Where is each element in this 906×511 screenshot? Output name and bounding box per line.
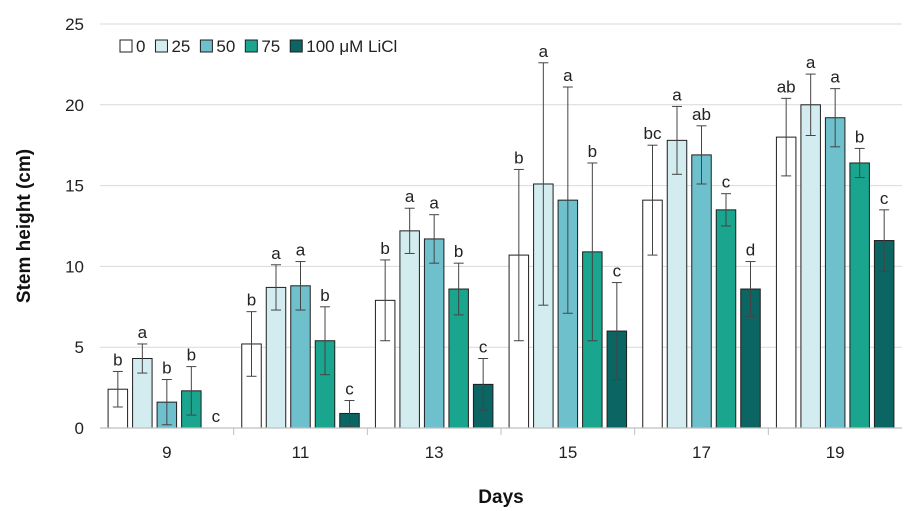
y-tick-label: 15 <box>65 177 84 196</box>
legend-swatch <box>154 39 168 53</box>
bar <box>691 154 712 429</box>
significance-letter: a <box>296 241 306 260</box>
y-tick-label: 5 <box>75 338 84 357</box>
significance-letter: b <box>588 142 597 161</box>
x-axis <box>100 427 902 435</box>
x-tick-label: 13 <box>425 443 444 462</box>
legend-swatch <box>289 39 303 53</box>
significance-letter: d <box>746 241 755 260</box>
significance-letter: a <box>830 68 840 87</box>
bar <box>800 104 821 429</box>
significance-letter: b <box>187 346 196 365</box>
significance-letter: ab <box>692 105 711 124</box>
significance-letter: a <box>138 323 148 342</box>
significance-letter: a <box>405 187 415 206</box>
x-axis-title: Days <box>478 487 523 508</box>
significance-letter: b <box>380 239 389 258</box>
y-axis-ticks: 0 5 10 15 20 25 <box>65 15 84 438</box>
y-tick-label: 10 <box>65 257 84 276</box>
legend-swatch <box>119 39 133 53</box>
bar <box>824 117 846 429</box>
bar <box>715 209 737 429</box>
significance-letter: a <box>271 244 281 263</box>
significance-letter: b <box>247 291 256 310</box>
x-tick-label: 19 <box>826 443 845 462</box>
significance-letter: b <box>113 350 122 369</box>
x-axis-ticks: 9 11 13 15 17 19 <box>162 443 845 462</box>
bar <box>849 162 870 429</box>
legend-label: 50 <box>216 37 235 56</box>
significance-letter: a <box>563 66 573 85</box>
x-tick-label: 9 <box>162 443 171 462</box>
legend-label: 25 <box>171 37 190 56</box>
legend-swatch <box>244 39 258 53</box>
significance-letter: c <box>722 173 731 192</box>
y-tick-label: 20 <box>65 96 84 115</box>
significance-letter: b <box>320 286 329 305</box>
significance-letter: b <box>855 127 864 146</box>
significance-letter: c <box>345 380 354 399</box>
significance-letter: bc <box>644 124 662 143</box>
bar <box>423 238 445 429</box>
y-axis-title: Stem height (cm) <box>14 149 35 303</box>
x-tick-label: 11 <box>292 443 310 462</box>
significance-letter: a <box>539 42 549 61</box>
significance-letter: b <box>162 359 171 378</box>
significance-letter: a <box>672 85 682 104</box>
significance-letter: a <box>429 194 439 213</box>
bar <box>666 139 688 429</box>
y-tick-label: 25 <box>65 15 84 34</box>
significance-letter: c <box>880 189 889 208</box>
bar <box>775 136 797 429</box>
legend-label: 0 <box>136 37 145 56</box>
significance-letter: ab <box>777 77 796 96</box>
legend-label: 100 μM LiCl <box>306 37 397 56</box>
significance-letter: c <box>479 338 488 357</box>
x-tick-label: 15 <box>558 443 577 462</box>
legend-label: 75 <box>261 37 280 56</box>
y-tick-label: 0 <box>75 419 84 438</box>
significance-letter: a <box>806 53 816 72</box>
significance-letter: b <box>514 148 523 167</box>
legend: 0 25 50 75 100 μM LiCl <box>119 37 397 56</box>
gridlines <box>100 23 902 348</box>
x-tick-label: 17 <box>692 443 711 462</box>
significance-letter: c <box>212 407 221 426</box>
significance-letter: c <box>613 262 622 281</box>
legend-swatch <box>199 39 213 53</box>
bar <box>399 230 420 429</box>
significance-letter: b <box>454 242 463 261</box>
